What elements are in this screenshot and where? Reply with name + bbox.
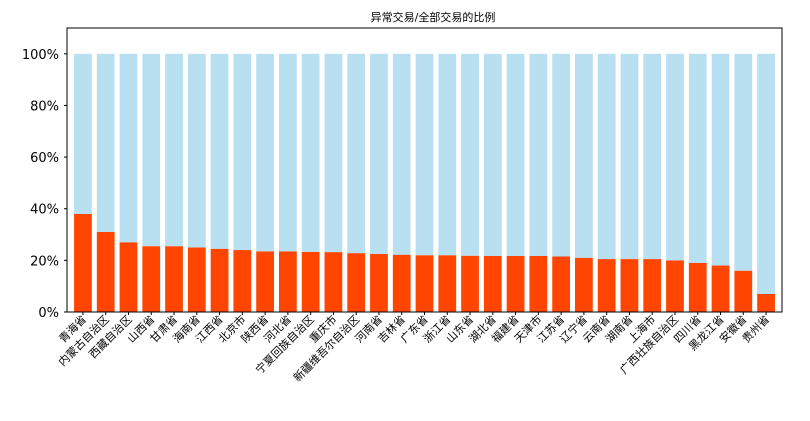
bar-segment-rest-23: [597, 53, 616, 260]
bar-segment-rest-5: [187, 53, 206, 248]
y-tick-label: 0%: [38, 306, 59, 321]
bar-segment-rest-30: [757, 53, 775, 294]
bar-segment-rest-19: [506, 53, 525, 256]
bar-segment-rest-18: [483, 53, 502, 256]
bar-segment-rest-16: [438, 53, 457, 256]
bar-segment-rest-29: [734, 53, 753, 271]
bar-segment-abnormal-3: [142, 246, 161, 312]
bar-segment-abnormal-9: [279, 251, 297, 312]
bar-segment-abnormal-17: [461, 255, 479, 312]
bar-segment-abnormal-27: [688, 262, 707, 312]
bar-segment-abnormal-0: [74, 213, 92, 312]
bar-segment-rest-10: [301, 53, 320, 252]
y-axis: 0% 20% 40% 60% 80% 100%: [22, 48, 67, 321]
bar-segment-abnormal-29: [734, 270, 753, 312]
bar-segment-abnormal-20: [529, 255, 548, 312]
bar-segment-abnormal-1: [96, 231, 115, 312]
bar-segment-rest-0: [74, 53, 92, 214]
bar-segment-rest-2: [119, 53, 138, 243]
bar-segment-rest-4: [165, 53, 183, 247]
bar-segment-abnormal-5: [187, 247, 206, 312]
bar-segment-abnormal-18: [483, 255, 502, 312]
bar-segment-rest-8: [256, 53, 274, 252]
bar-segment-abnormal-25: [643, 259, 662, 312]
y-tick-label: 100%: [22, 48, 59, 63]
bar-segment-abnormal-11: [324, 252, 343, 312]
bar-segment-abnormal-15: [415, 255, 434, 312]
bar-segment-rest-13: [370, 53, 388, 254]
bar-segment-abnormal-14: [392, 254, 411, 312]
y-tick-label: 80%: [30, 99, 59, 114]
x-axis: 青海省内蒙古自治区西藏自治区山西省甘肃省海南省江西省北京市陕西省河北省宁夏回族自…: [55, 312, 772, 384]
plot-frame: [66, 27, 783, 313]
bar-segment-rest-11: [324, 53, 343, 253]
bar-segment-abnormal-21: [552, 256, 570, 312]
bar-segment-abnormal-12: [347, 253, 366, 312]
bar-segment-abnormal-8: [256, 251, 274, 312]
bar-segment-abnormal-23: [597, 259, 616, 312]
bar-segment-abnormal-30: [757, 293, 775, 312]
bar-segment-abnormal-7: [233, 250, 252, 312]
bars-group: [74, 53, 775, 312]
bar-segment-abnormal-10: [301, 251, 320, 312]
bar-segment-rest-21: [552, 53, 570, 257]
y-tick-label: 20%: [30, 254, 59, 269]
bar-segment-rest-27: [688, 53, 707, 263]
y-tick-label: 60%: [30, 151, 59, 166]
bar-segment-rest-22: [575, 53, 593, 258]
bar-segment-rest-28: [711, 53, 730, 266]
bar-segment-rest-20: [529, 53, 548, 256]
bar-segment-rest-6: [210, 53, 229, 249]
bar-segment-abnormal-19: [506, 255, 525, 312]
bar-segment-rest-25: [643, 53, 662, 260]
bar-segment-rest-9: [279, 53, 297, 252]
bar-segment-abnormal-2: [119, 242, 138, 312]
chart-title: 异常交易/全部交易的比例: [371, 10, 496, 24]
bar-segment-abnormal-24: [620, 259, 639, 312]
bar-segment-rest-15: [415, 53, 434, 256]
bar-segment-rest-14: [392, 53, 411, 255]
bar-segment-abnormal-16: [438, 255, 457, 312]
bar-segment-rest-26: [666, 53, 684, 261]
bar-segment-rest-24: [620, 53, 639, 260]
bar-segment-abnormal-26: [666, 260, 684, 312]
bar-segment-rest-12: [347, 53, 366, 254]
bar-segment-abnormal-28: [711, 265, 730, 312]
bar-segment-rest-3: [142, 53, 161, 247]
bar-segment-rest-7: [233, 53, 252, 251]
y-tick-label: 40%: [30, 203, 59, 218]
bar-segment-abnormal-13: [370, 253, 388, 312]
bar-segment-abnormal-22: [575, 257, 593, 312]
bar-segment-rest-1: [96, 53, 115, 232]
bar-segment-abnormal-6: [210, 248, 229, 312]
bar-segment-abnormal-4: [165, 246, 183, 312]
bar-segment-rest-17: [461, 53, 479, 256]
